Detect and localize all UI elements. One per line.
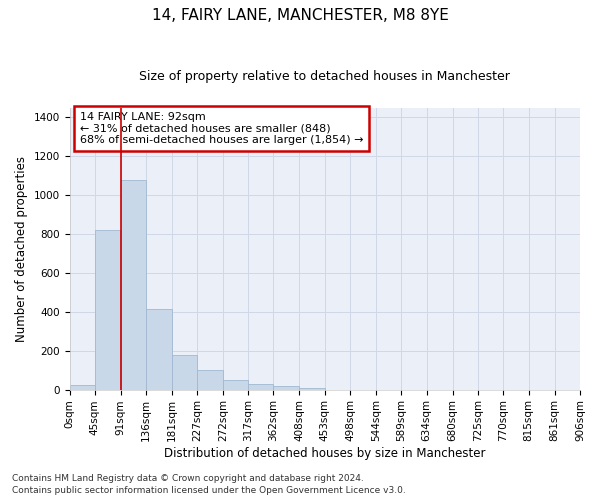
- Bar: [197, 370, 223, 390]
- Text: 14, FAIRY LANE, MANCHESTER, M8 8YE: 14, FAIRY LANE, MANCHESTER, M8 8YE: [152, 8, 448, 22]
- Bar: [223, 380, 248, 390]
- Bar: [274, 386, 299, 390]
- Bar: [172, 354, 197, 390]
- Bar: [146, 309, 172, 390]
- X-axis label: Distribution of detached houses by size in Manchester: Distribution of detached houses by size …: [164, 447, 485, 460]
- Bar: [299, 388, 325, 390]
- Bar: [248, 384, 274, 390]
- Y-axis label: Number of detached properties: Number of detached properties: [15, 156, 28, 342]
- Title: Size of property relative to detached houses in Manchester: Size of property relative to detached ho…: [139, 70, 510, 83]
- Bar: [95, 230, 120, 390]
- Text: Contains HM Land Registry data © Crown copyright and database right 2024.
Contai: Contains HM Land Registry data © Crown c…: [12, 474, 406, 495]
- Text: 14 FAIRY LANE: 92sqm
← 31% of detached houses are smaller (848)
68% of semi-deta: 14 FAIRY LANE: 92sqm ← 31% of detached h…: [80, 112, 363, 145]
- Bar: [70, 384, 95, 390]
- Bar: [121, 180, 146, 390]
